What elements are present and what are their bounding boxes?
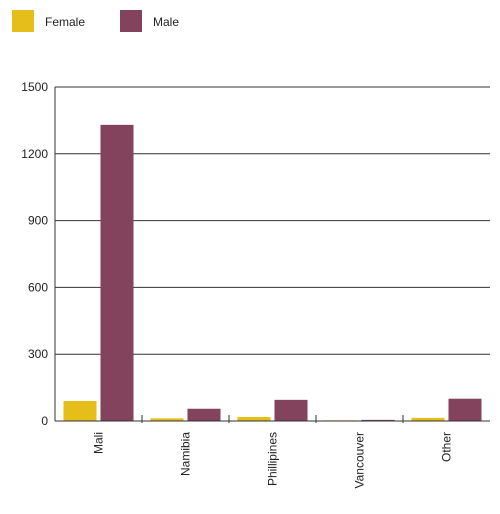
legend-swatch-male xyxy=(120,10,142,32)
y-tick-labels: 0 300 600 900 1200 1500 xyxy=(21,80,48,428)
bar-male-other xyxy=(448,398,482,421)
bar-male-phillipines xyxy=(274,399,308,421)
bar-female-mali xyxy=(63,400,97,421)
x-category-label: Other xyxy=(440,432,454,462)
y-tick-label: 300 xyxy=(28,347,48,361)
bar-male-vancouver xyxy=(361,419,395,421)
y-tick-label: 1200 xyxy=(21,147,48,161)
x-category-label: Vancouver xyxy=(353,432,367,488)
bar-male-namibia xyxy=(187,408,221,421)
axes xyxy=(54,87,490,423)
bar-female-namibia xyxy=(150,418,184,421)
legend-label-male: Male xyxy=(153,15,179,29)
legend: Female Male xyxy=(12,10,179,32)
y-tick-label: 900 xyxy=(28,214,48,228)
x-category-label: Namibia xyxy=(179,432,193,476)
y-tick-label: 0 xyxy=(41,414,48,428)
bars xyxy=(63,124,482,422)
legend-swatch-female xyxy=(12,10,34,32)
bar-female-other xyxy=(411,417,445,421)
bar-female-phillipines xyxy=(237,416,271,421)
legend-label-female: Female xyxy=(45,15,85,29)
x-category-label: Phillipines xyxy=(266,432,280,486)
bar-male-mali xyxy=(100,124,134,421)
y-tick-label: 1500 xyxy=(21,80,48,94)
x-category-label: Mali xyxy=(92,432,106,454)
x-category-labels: Mali Namibia Phillipines Vancouver Other xyxy=(92,432,454,489)
y-tick-label: 600 xyxy=(28,280,48,294)
